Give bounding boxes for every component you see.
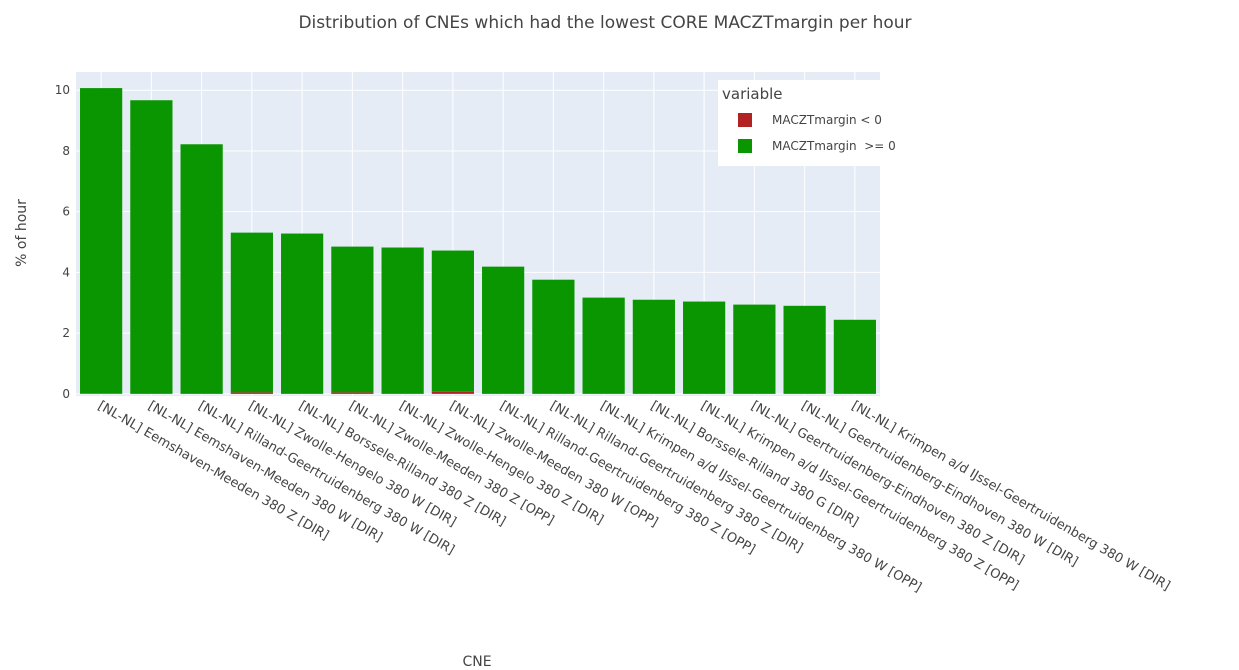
- y-tick-label: 4: [62, 265, 70, 279]
- bar-segment: [80, 88, 123, 394]
- bar-segment: [431, 250, 474, 392]
- bar-segment: [532, 279, 575, 394]
- bar-segment: [582, 297, 625, 394]
- bar-segment: [230, 392, 273, 394]
- y-axis-title: % of hour: [14, 199, 30, 267]
- bar-segment: [331, 392, 374, 394]
- bar-segment: [281, 233, 324, 394]
- chart-title: Distribution of CNEs which had the lowes…: [298, 13, 911, 33]
- bar-segment: [683, 301, 726, 394]
- y-tick-label: 6: [62, 205, 70, 219]
- bar-segment: [632, 299, 675, 394]
- bar-segment: [230, 232, 273, 393]
- bar-segment: [733, 304, 776, 394]
- y-tick-label: 0: [62, 387, 70, 401]
- bar-segment: [833, 319, 876, 394]
- bar-segment: [381, 247, 424, 394]
- y-tick-label: 10: [55, 83, 70, 97]
- legend-swatch: [738, 139, 752, 153]
- y-tick-label: 8: [62, 144, 70, 158]
- legend-label: MACZTmargin >= 0: [772, 139, 896, 153]
- bar-segment: [331, 246, 374, 393]
- bar-segment: [180, 144, 223, 394]
- bar-segment: [482, 266, 525, 394]
- bar-segment: [130, 100, 173, 394]
- x-axis-title: CNE: [462, 654, 491, 670]
- bar-segment: [80, 393, 123, 394]
- bar-segment: [431, 391, 474, 394]
- legend-swatch: [738, 113, 752, 127]
- y-tick-label: 2: [62, 326, 70, 340]
- legend-label: MACZTmargin < 0: [772, 113, 882, 127]
- bar-segment: [783, 305, 826, 394]
- legend-title: variable: [722, 85, 783, 103]
